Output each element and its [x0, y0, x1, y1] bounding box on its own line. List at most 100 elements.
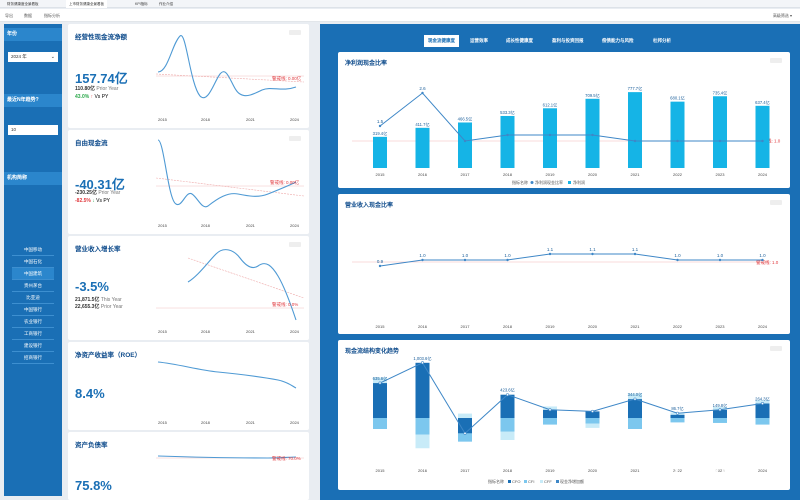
- bar-label: 680.1亿: [670, 95, 685, 102]
- more-icon[interactable]: [770, 200, 782, 205]
- x-tick: 2016: [418, 172, 428, 177]
- more-icon[interactable]: [289, 30, 301, 35]
- legend-title: 指标名称: [512, 179, 528, 185]
- org-item[interactable]: 中国移动: [12, 244, 54, 256]
- more-icon[interactable]: [289, 242, 301, 247]
- legend-marker: [508, 480, 511, 483]
- tab-operating-efficiency[interactable]: 运营效率: [470, 38, 488, 43]
- stack-segment: [373, 377, 387, 384]
- year-select[interactable]: 2024 年 ⌄: [8, 52, 58, 62]
- org-item[interactable]: 招商银行: [12, 352, 54, 364]
- ratio-label: 1.1: [547, 247, 554, 252]
- org-item[interactable]: 中国建筑: [12, 268, 54, 280]
- more-icon[interactable]: [770, 346, 782, 351]
- ratio-point: [421, 91, 424, 95]
- axis-year: 2024: [290, 329, 300, 334]
- tab-dupont[interactable]: 杜邦分析: [653, 38, 671, 43]
- ratio-point: [506, 258, 509, 262]
- ratio-label: 1.0: [717, 253, 724, 258]
- tab-solvency-risk[interactable]: 偿债能力与风险: [602, 38, 634, 43]
- x-tick: 2023: [716, 468, 726, 473]
- window-tab-2[interactable]: 上市财务健康全景看板: [66, 0, 107, 8]
- org-item[interactable]: 贵州茅台: [12, 280, 54, 292]
- tab-profitability[interactable]: 盈利与投资回报: [552, 38, 584, 43]
- org-item[interactable]: 工商银行: [12, 328, 54, 340]
- legend-item: CFI: [528, 479, 534, 484]
- axis-year: 2024: [290, 223, 300, 228]
- x-tick: 2020: [588, 172, 598, 177]
- toolbar-data[interactable]: 数据: [24, 13, 32, 18]
- axis-year: 2018: [201, 117, 211, 122]
- kpi-line: [157, 361, 297, 389]
- tab-growth-health[interactable]: 成长性健康度: [506, 38, 533, 43]
- net-profit-cash-ratio-chart: 警戒线: 1.0319.4亿2015411.7亿2016466.5亿201753…: [352, 85, 781, 185]
- x-tick: 2016: [418, 324, 428, 329]
- x-tick: 2022: [673, 172, 683, 177]
- warn-label: 警戒线: 1.0: [756, 259, 779, 266]
- org-item[interactable]: 比亚迪: [12, 292, 54, 304]
- x-tick: 2018: [503, 324, 513, 329]
- ratio-label: 2.6: [419, 86, 426, 91]
- x-tick: 2015: [376, 468, 386, 473]
- net-line: [379, 362, 763, 435]
- ratio-point: [591, 133, 594, 137]
- window-tab-4[interactable]: 作业介绍: [159, 2, 173, 6]
- kpi-sparkline-4: 2015 2018 2021 2024: [157, 361, 300, 425]
- window-tab-3[interactable]: KPI指标: [135, 2, 148, 6]
- toolbar-advanced-filter[interactable]: 高级筛选 ▾: [772, 13, 792, 18]
- net-point: [591, 409, 595, 413]
- ratio-point: [761, 258, 764, 262]
- ratio-label: 1.0: [759, 253, 766, 258]
- ratio-point: [761, 139, 764, 143]
- chart-title: 营业收入现金比率: [345, 203, 394, 209]
- x-tick: 2021: [631, 324, 641, 329]
- toolbar: 导出 数据 指标分析 高级筛选 ▾: [0, 9, 800, 22]
- toolbar-export[interactable]: 导出: [5, 13, 13, 18]
- x-tick: 2024: [758, 468, 768, 473]
- kpi-sparkline-1: 警戒线: 0.00亿 2015 2018 2021 2024: [155, 35, 305, 122]
- kpi-line: [187, 249, 297, 321]
- kpi-change-value: -82.5%: [75, 198, 91, 204]
- stack-segment: [415, 434, 430, 449]
- kpi-prior-value: 110.80亿: [75, 86, 96, 92]
- axis-year: 2021: [246, 117, 256, 122]
- net-label: 86.7亿: [671, 405, 683, 412]
- stack-segment: [543, 406, 557, 410]
- org-filter-heading: 机构简称: [4, 172, 62, 185]
- bar-label: 735.4亿: [713, 89, 728, 96]
- net-point: [548, 408, 552, 412]
- toolbar-metrics[interactable]: 指标分析: [44, 13, 60, 18]
- ratio-point: [463, 258, 467, 262]
- axis-year: 2021: [246, 329, 256, 334]
- legend-item: 现金净增加额: [560, 478, 584, 484]
- axis-year: 2021: [246, 420, 256, 425]
- bar-label: 466.5亿: [458, 115, 473, 122]
- axis-year: 2021: [246, 223, 256, 228]
- bar-label: 533.3亿: [500, 109, 515, 116]
- axis-year: 2018: [201, 329, 211, 334]
- axis-year: 2024: [290, 420, 300, 425]
- tab-cashflow-health[interactable]: 现金流健康度: [424, 35, 459, 47]
- stack-segment: [458, 413, 472, 418]
- kpi-prior-label: Prior Year: [100, 304, 123, 310]
- kpi-title: 营业收入增长率: [75, 246, 121, 253]
- org-item[interactable]: 农业银行: [12, 316, 54, 328]
- kpi-change: -82.5% ↓ Vs PY: [75, 198, 110, 204]
- kpi-change-value: 43.0%: [75, 94, 90, 100]
- legend-marker: [524, 480, 527, 483]
- ratio-point: [718, 258, 722, 262]
- x-tick: 2018: [503, 172, 513, 177]
- x-tick: 2019: [546, 172, 556, 177]
- window-tab-1[interactable]: 财务健康度全景看板: [7, 2, 39, 6]
- org-item[interactable]: 中国石化: [12, 256, 54, 268]
- more-icon[interactable]: [770, 58, 782, 63]
- net-point: [463, 431, 467, 435]
- org-item[interactable]: 建设银行: [12, 340, 54, 352]
- more-icon[interactable]: [289, 136, 301, 141]
- org-item[interactable]: 中国银行: [12, 304, 54, 316]
- n-year-input[interactable]: 10: [8, 125, 58, 135]
- kpi-title: 经营性现金流净额: [75, 34, 127, 41]
- kpi-value: 75.8%: [75, 478, 112, 493]
- trend-line: [155, 73, 305, 83]
- kpi-value: 157.74亿: [75, 71, 128, 86]
